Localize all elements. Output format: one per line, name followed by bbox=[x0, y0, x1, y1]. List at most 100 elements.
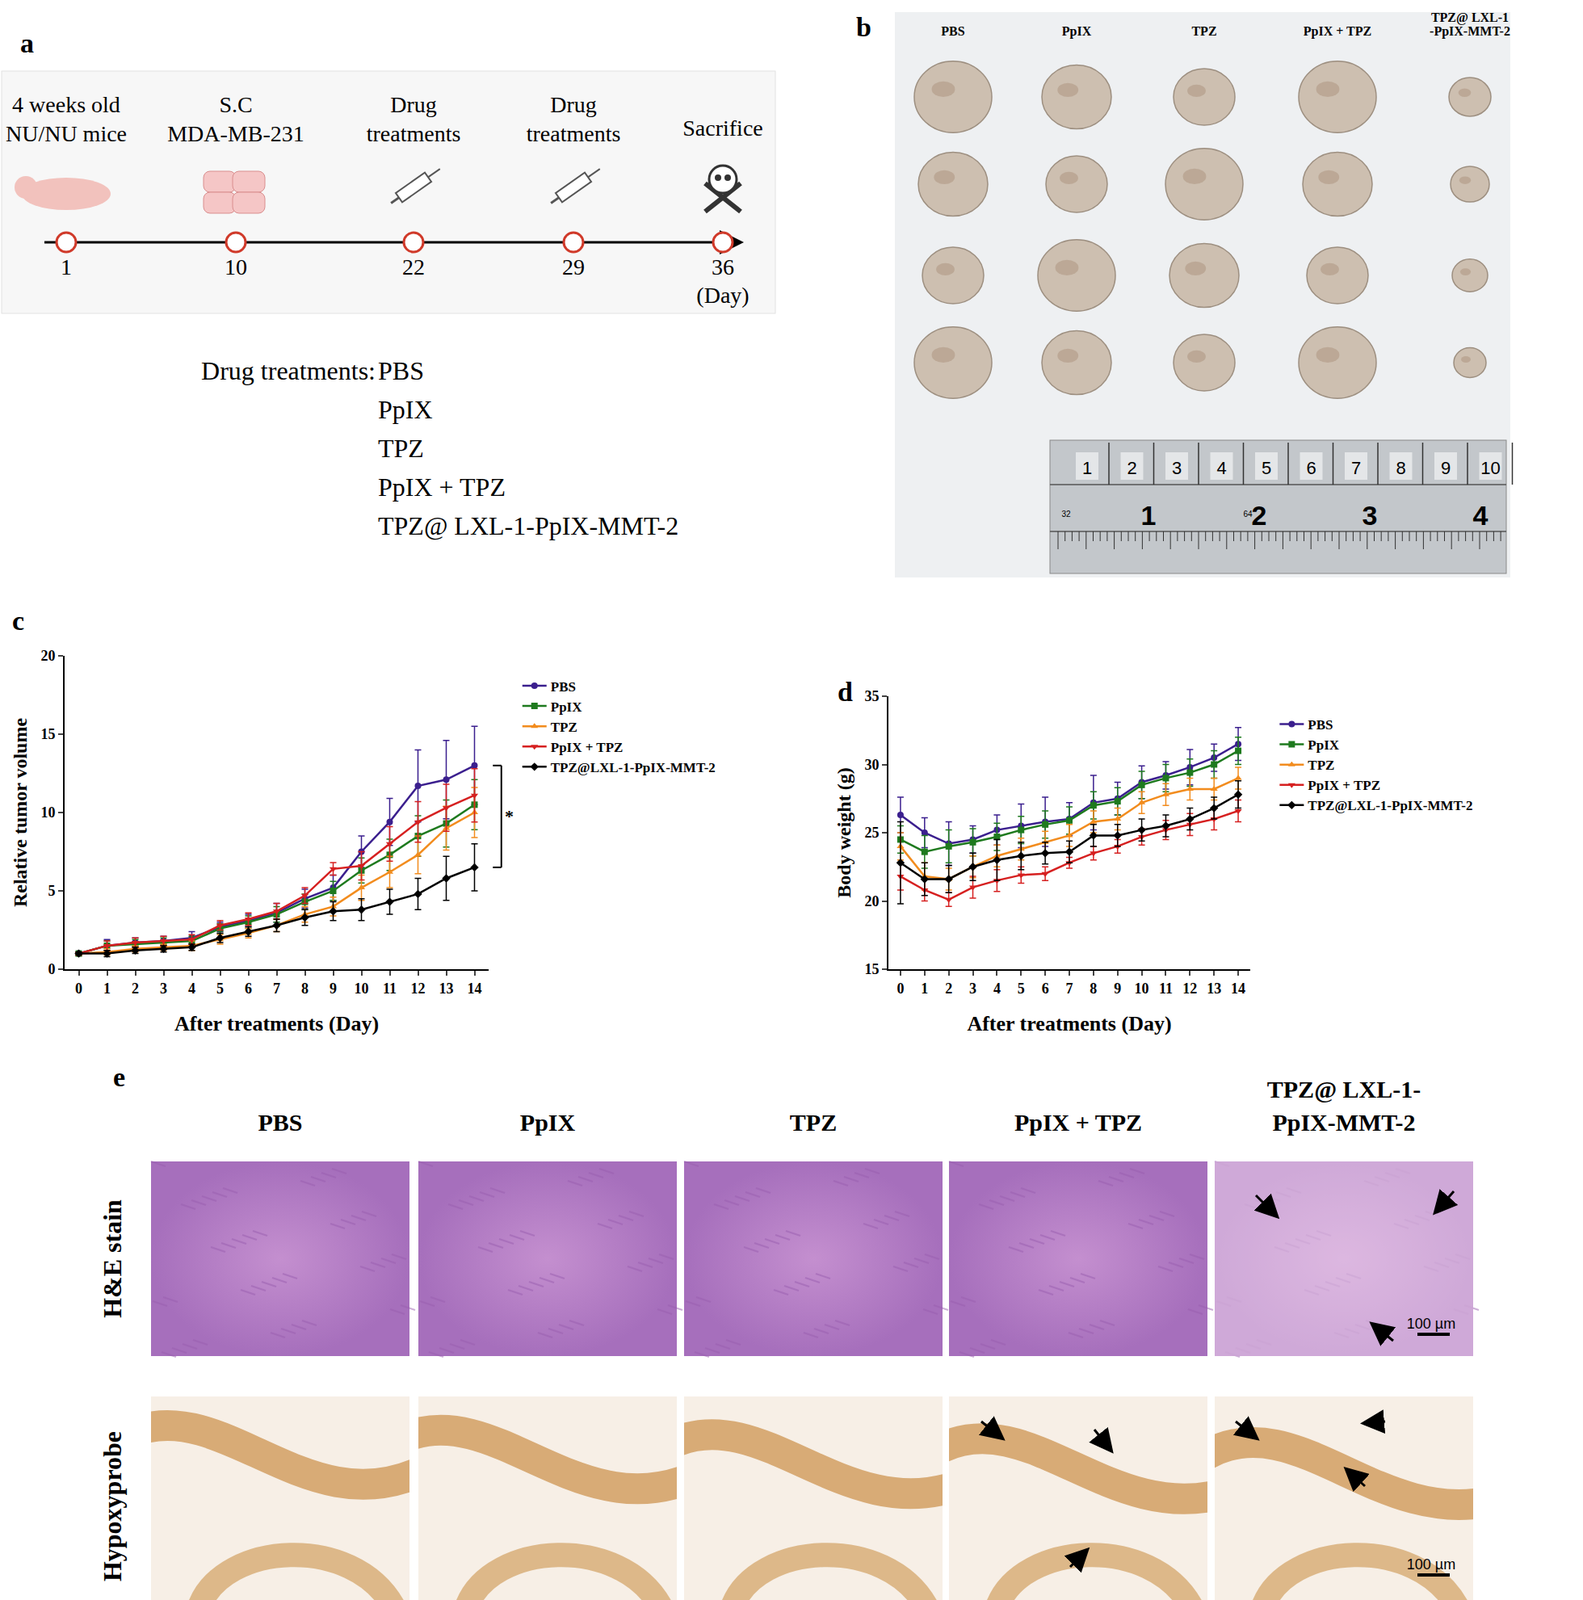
svg-text:0: 0 bbox=[75, 980, 83, 997]
svg-text:10: 10 bbox=[354, 980, 370, 997]
svg-text:3: 3 bbox=[969, 980, 977, 997]
svg-text:9: 9 bbox=[1113, 980, 1122, 997]
svg-text:PpIX: PpIX bbox=[1307, 737, 1340, 753]
svg-text:12: 12 bbox=[1182, 980, 1197, 997]
svg-text:PpIX + TPZ: PpIX + TPZ bbox=[1307, 777, 1381, 794]
svg-text:6: 6 bbox=[1041, 980, 1050, 997]
svg-text:Hypoxyprobe: Hypoxyprobe bbox=[97, 1431, 127, 1582]
svg-text:32: 32 bbox=[1061, 509, 1071, 519]
svg-text:PpIX: PpIX bbox=[1062, 24, 1092, 39]
svg-text:PBS: PBS bbox=[940, 24, 965, 38]
svg-text:TPZ: TPZ bbox=[789, 1108, 837, 1136]
svg-text:29: 29 bbox=[562, 254, 585, 280]
svg-text:14: 14 bbox=[1230, 980, 1246, 997]
svg-text:36: 36 bbox=[711, 254, 735, 280]
svg-text:PBS: PBS bbox=[377, 356, 425, 386]
svg-text:MDA-MB-231: MDA-MB-231 bbox=[167, 121, 305, 147]
svg-text:1: 1 bbox=[103, 980, 111, 997]
svg-text:3: 3 bbox=[1171, 457, 1182, 479]
svg-text:Drug treatments:: Drug treatments: bbox=[201, 356, 376, 386]
svg-text:4: 4 bbox=[1216, 457, 1227, 479]
svg-text:64: 64 bbox=[1242, 509, 1253, 519]
svg-text:10: 10 bbox=[1134, 980, 1150, 997]
svg-text:9: 9 bbox=[329, 980, 337, 997]
svg-text:20: 20 bbox=[40, 647, 55, 664]
svg-text:NU/NU mice: NU/NU mice bbox=[5, 121, 127, 147]
svg-text:15: 15 bbox=[40, 726, 55, 743]
svg-text:5: 5 bbox=[216, 980, 224, 997]
svg-text:5: 5 bbox=[1261, 457, 1272, 479]
svg-text:PpIX-MMT-2: PpIX-MMT-2 bbox=[1272, 1108, 1416, 1136]
svg-text:11: 11 bbox=[1158, 980, 1173, 997]
svg-text:TPZ@ LXL-1-PpIX-MMT-2: TPZ@ LXL-1-PpIX-MMT-2 bbox=[377, 511, 679, 541]
svg-text:13: 13 bbox=[1206, 980, 1222, 997]
svg-text:7: 7 bbox=[272, 980, 281, 997]
svg-text:PpIX + TPZ: PpIX + TPZ bbox=[1303, 24, 1372, 39]
svg-text:TPZ@LXL-1-PpIX-MMT-2: TPZ@LXL-1-PpIX-MMT-2 bbox=[550, 760, 716, 776]
svg-text:1: 1 bbox=[60, 254, 72, 280]
svg-text:5: 5 bbox=[47, 882, 55, 899]
svg-text:c: c bbox=[12, 605, 25, 636]
svg-text:6: 6 bbox=[244, 980, 252, 997]
svg-text:2: 2 bbox=[131, 980, 139, 997]
svg-text:PpIX: PpIX bbox=[377, 394, 433, 425]
svg-text:-PpIX-MMT-2: -PpIX-MMT-2 bbox=[1429, 24, 1511, 39]
svg-text:3: 3 bbox=[159, 980, 168, 997]
svg-text:PpIX: PpIX bbox=[520, 1108, 576, 1136]
svg-text:TPZ@LXL-1-PpIX-MMT-2: TPZ@LXL-1-PpIX-MMT-2 bbox=[1307, 797, 1473, 814]
svg-text:PpIX + TPZ: PpIX + TPZ bbox=[1014, 1108, 1143, 1136]
svg-text:a: a bbox=[20, 28, 34, 59]
svg-text:Drug: Drug bbox=[390, 92, 437, 118]
svg-text:PpIX: PpIX bbox=[550, 699, 583, 715]
svg-text:PpIX + TPZ: PpIX + TPZ bbox=[377, 472, 506, 502]
svg-text:8: 8 bbox=[1395, 457, 1406, 479]
svg-text:6: 6 bbox=[1305, 457, 1316, 479]
svg-text:20: 20 bbox=[864, 893, 879, 910]
svg-text:After treatments (Day): After treatments (Day) bbox=[966, 1011, 1172, 1036]
svg-text:7: 7 bbox=[1066, 980, 1074, 997]
svg-text:TPZ@ LXL-1: TPZ@ LXL-1 bbox=[1431, 10, 1509, 26]
svg-text:b: b bbox=[856, 12, 872, 42]
svg-text:TPZ: TPZ bbox=[1307, 757, 1335, 773]
svg-text:15: 15 bbox=[864, 961, 879, 978]
svg-text:12: 12 bbox=[411, 980, 426, 997]
svg-text:30: 30 bbox=[864, 756, 879, 773]
svg-text:1: 1 bbox=[920, 980, 928, 997]
svg-text:4: 4 bbox=[1473, 499, 1489, 531]
svg-text:Relative tumor volume: Relative tumor volume bbox=[9, 718, 31, 908]
svg-text:TPZ: TPZ bbox=[377, 433, 425, 463]
svg-text:1: 1 bbox=[1141, 499, 1157, 531]
svg-text:PpIX + TPZ: PpIX + TPZ bbox=[550, 739, 624, 756]
svg-text:e: e bbox=[113, 1062, 126, 1092]
svg-text:*: * bbox=[504, 806, 514, 827]
svg-text:7: 7 bbox=[1351, 457, 1361, 479]
svg-text:2: 2 bbox=[1126, 457, 1137, 479]
svg-text:13: 13 bbox=[439, 980, 454, 997]
svg-text:5: 5 bbox=[1017, 980, 1025, 997]
svg-text:(Day): (Day) bbox=[696, 282, 749, 308]
svg-text:H&E stain: H&E stain bbox=[97, 1199, 127, 1319]
svg-text:100 µm: 100 µm bbox=[1406, 1556, 1456, 1573]
svg-text:4: 4 bbox=[188, 980, 196, 997]
svg-text:PBS: PBS bbox=[550, 679, 576, 695]
svg-text:TPZ: TPZ bbox=[1191, 24, 1217, 38]
svg-text:14: 14 bbox=[467, 980, 483, 997]
svg-text:22: 22 bbox=[402, 254, 425, 280]
svg-text:9: 9 bbox=[1440, 457, 1451, 479]
svg-text:4 weeks old: 4 weeks old bbox=[12, 92, 121, 118]
svg-text:treatments: treatments bbox=[526, 121, 622, 147]
svg-text:100 µm: 100 µm bbox=[1406, 1315, 1456, 1332]
svg-text:3: 3 bbox=[1362, 499, 1378, 531]
svg-text:PBS: PBS bbox=[257, 1108, 303, 1136]
svg-text:25: 25 bbox=[864, 824, 879, 841]
svg-text:2: 2 bbox=[944, 980, 953, 997]
svg-text:1: 1 bbox=[1082, 457, 1092, 479]
svg-text:0: 0 bbox=[896, 980, 904, 997]
svg-text:10: 10 bbox=[1480, 457, 1500, 479]
svg-text:After treatments (Day): After treatments (Day) bbox=[174, 1011, 379, 1036]
svg-text:S.C: S.C bbox=[218, 92, 252, 118]
svg-text:d: d bbox=[837, 676, 853, 707]
svg-text:35: 35 bbox=[864, 688, 879, 705]
svg-text:Drug: Drug bbox=[550, 92, 597, 118]
svg-text:10: 10 bbox=[40, 804, 55, 821]
